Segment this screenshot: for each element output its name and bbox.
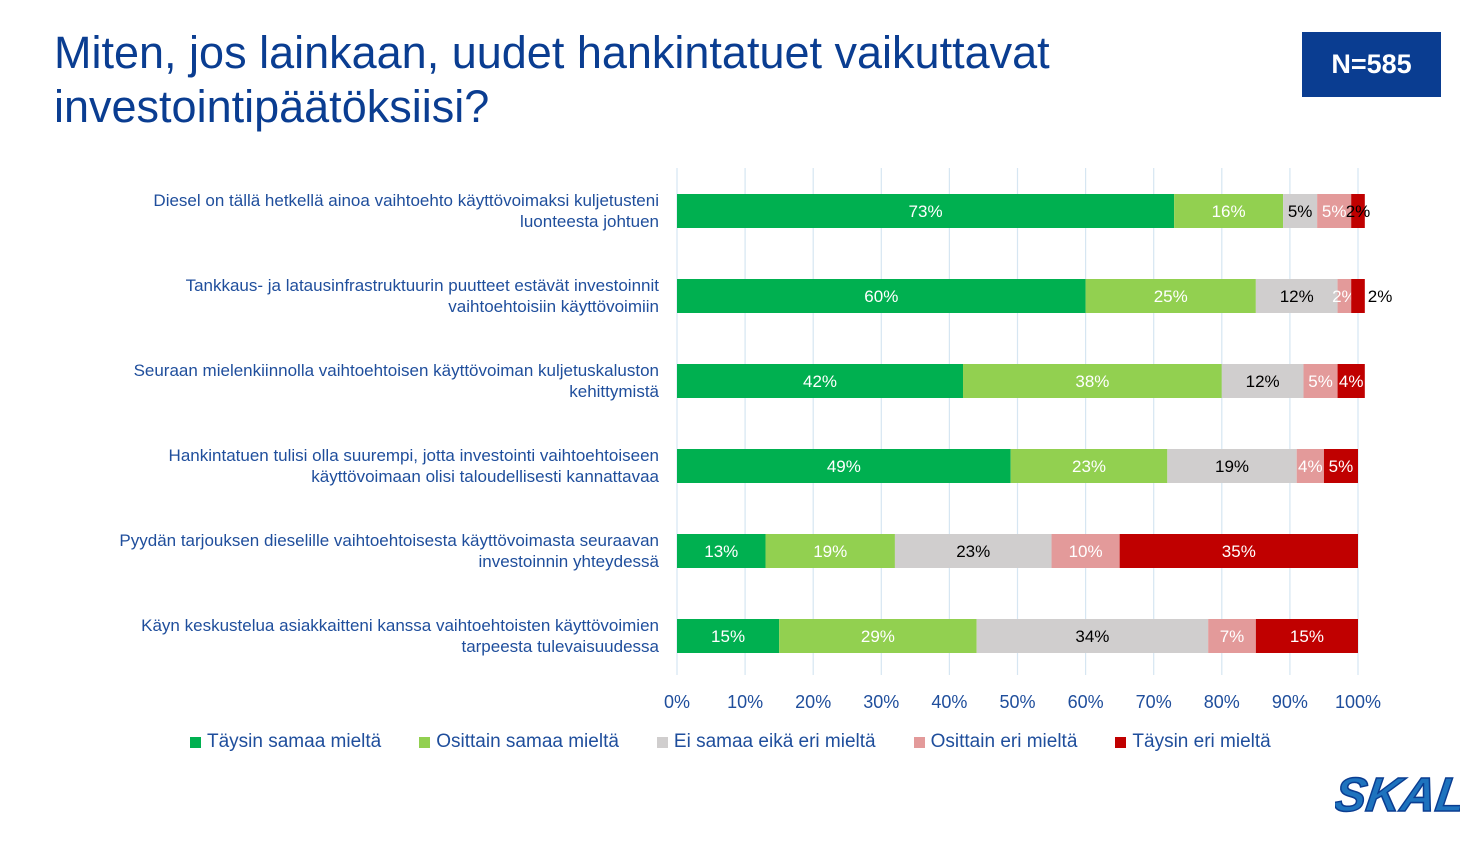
data-label: 38% xyxy=(1075,372,1109,391)
data-label: 60% xyxy=(864,287,898,306)
data-label: 35% xyxy=(1222,542,1256,561)
skal-logo-text: SKAL xyxy=(1335,768,1460,822)
bar-segment xyxy=(1351,279,1365,313)
bar-segment xyxy=(1303,364,1338,398)
bar-segment xyxy=(1051,534,1120,568)
bar-segment xyxy=(779,619,977,653)
bar-segment xyxy=(765,534,895,568)
data-label: 29% xyxy=(861,627,895,646)
data-label: 12% xyxy=(1246,372,1280,391)
x-tick-label: 20% xyxy=(795,692,831,712)
x-tick-label: 90% xyxy=(1272,692,1308,712)
data-label: 5% xyxy=(1308,372,1333,391)
bar-segment xyxy=(1119,534,1358,568)
legend-swatch xyxy=(419,736,431,748)
legend-item: Osittain samaa mieltä xyxy=(419,731,619,753)
sample-size-badge: N=585 xyxy=(1302,32,1441,97)
legend-item: Täysin eri mieltä xyxy=(1115,731,1271,753)
bar-segment xyxy=(677,534,766,568)
data-label: 10% xyxy=(1069,542,1103,561)
data-label: 15% xyxy=(1290,627,1324,646)
data-label: 13% xyxy=(704,542,738,561)
bar-segment xyxy=(1255,619,1358,653)
bar-segment xyxy=(1255,279,1338,313)
legend-label: Osittain eri mieltä xyxy=(930,731,1078,752)
data-label: 7% xyxy=(1220,627,1245,646)
page-title: Miten, jos lainkaan, uudet hankintatuet … xyxy=(54,27,1050,132)
data-label: 2% xyxy=(1346,202,1371,221)
bar-segment xyxy=(976,619,1209,653)
data-label: 34% xyxy=(1075,627,1109,646)
data-label: 42% xyxy=(803,372,837,391)
legend-swatch xyxy=(1115,736,1127,748)
bar-segment xyxy=(1221,364,1304,398)
bar-segment xyxy=(1351,194,1365,228)
data-label: 49% xyxy=(827,457,861,476)
legend-item: Täysin samaa mieltä xyxy=(190,731,381,753)
bar-segment xyxy=(1323,449,1358,483)
data-label: 73% xyxy=(909,202,943,221)
legend-label: Osittain samaa mieltä xyxy=(436,731,619,752)
data-label: 23% xyxy=(956,542,990,561)
chart-legend: Täysin samaa mieltä Osittain samaa mieltä… xyxy=(190,730,1290,754)
x-tick-label: 50% xyxy=(999,692,1035,712)
category-label: Käyn keskustelua asiakkaitteni kanssa va… xyxy=(141,616,659,656)
legend-swatch xyxy=(190,736,201,748)
data-label: 23% xyxy=(1072,457,1106,476)
bar-segment xyxy=(677,449,1011,483)
bar-segment xyxy=(1317,194,1352,228)
category-label: Diesel on tällä hetkellä ainoa vaihtoeht… xyxy=(153,191,659,231)
x-tick-label: 0% xyxy=(664,692,690,712)
bar-segment xyxy=(1085,279,1256,313)
x-tick-label: 60% xyxy=(1068,692,1104,712)
data-label: 5% xyxy=(1288,202,1313,221)
bar-segment xyxy=(1167,449,1297,483)
category-label: Hankintatuen tulisi olla suurempi, jotta… xyxy=(169,446,660,486)
bar-segment xyxy=(677,194,1175,228)
x-tick-label: 10% xyxy=(727,692,763,712)
bar-segment xyxy=(1208,619,1256,653)
x-tick-label: 40% xyxy=(931,692,967,712)
legend-swatch xyxy=(656,736,668,748)
bar-segment xyxy=(1296,449,1324,483)
legend-swatch xyxy=(913,736,925,748)
category-label: Seuraan mielenkiinnolla vaihtoehtoisen k… xyxy=(134,361,660,401)
data-label: 4% xyxy=(1339,372,1364,391)
legend-label: Täysin eri mieltä xyxy=(1132,731,1271,752)
bar-segment xyxy=(963,364,1222,398)
bar-segment xyxy=(1283,194,1318,228)
data-label: 16% xyxy=(1212,202,1246,221)
category-label: Pyydän tarjouksen dieselille vaihtoehtoi… xyxy=(119,531,659,571)
data-label: 12% xyxy=(1280,287,1314,306)
data-label: 2% xyxy=(1368,287,1393,306)
data-label: 15% xyxy=(711,627,745,646)
bar-segment xyxy=(894,534,1052,568)
bar-segment xyxy=(677,619,780,653)
data-label: 5% xyxy=(1322,202,1347,221)
category-label: Tankkaus- ja latausinfrastruktuurin puut… xyxy=(186,276,660,316)
bar-segment xyxy=(677,279,1086,313)
data-label: 5% xyxy=(1329,457,1354,476)
data-label: 25% xyxy=(1154,287,1188,306)
x-tick-label: 70% xyxy=(1136,692,1172,712)
bar-segment xyxy=(677,364,964,398)
legend-label: Täysin samaa mieltä xyxy=(207,731,382,752)
legend-item: Osittain eri mieltä xyxy=(913,731,1078,753)
x-tick-label: 80% xyxy=(1204,692,1240,712)
legend-item: Ei samaa eikä eri mieltä xyxy=(656,731,876,753)
legend-label: Ei samaa eikä eri mieltä xyxy=(673,731,876,752)
bar-segment xyxy=(1337,279,1352,313)
skal-logo: SKAL xyxy=(1335,767,1460,822)
bar-segment xyxy=(1337,364,1365,398)
data-label: 19% xyxy=(1215,457,1249,476)
data-label: 19% xyxy=(813,542,847,561)
x-tick-label: 100% xyxy=(1335,692,1381,712)
x-tick-label: 30% xyxy=(863,692,899,712)
bar-segment xyxy=(1174,194,1284,228)
data-label: 2% xyxy=(1332,287,1357,306)
bar-segment xyxy=(1010,449,1168,483)
data-label: 4% xyxy=(1298,457,1323,476)
